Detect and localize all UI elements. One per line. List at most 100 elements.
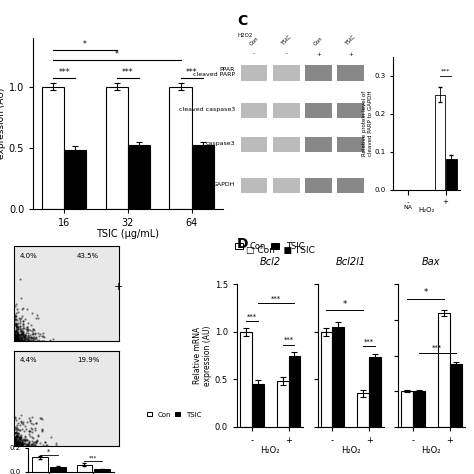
Point xyxy=(11,435,19,442)
Point xyxy=(12,439,20,447)
Point xyxy=(18,334,26,342)
Point xyxy=(17,324,24,332)
Point xyxy=(11,436,19,444)
Point xyxy=(19,333,27,340)
Point xyxy=(18,431,25,438)
Point xyxy=(24,332,32,339)
Point xyxy=(23,323,30,331)
Point xyxy=(42,441,50,449)
Point xyxy=(16,440,24,447)
Point xyxy=(13,332,21,339)
Point xyxy=(17,433,25,441)
Text: caspase3: caspase3 xyxy=(206,141,235,146)
Bar xyxy=(170,87,192,209)
Point xyxy=(23,323,30,330)
Point xyxy=(17,334,25,341)
Point xyxy=(13,427,20,434)
Point xyxy=(21,432,28,439)
Point xyxy=(29,336,37,344)
Point xyxy=(38,337,46,345)
Point xyxy=(13,435,20,442)
Point xyxy=(10,428,18,436)
Point xyxy=(11,336,18,344)
Point xyxy=(18,441,26,449)
Point xyxy=(19,332,27,339)
Point xyxy=(13,431,21,439)
Point xyxy=(11,438,18,446)
Point xyxy=(13,441,20,448)
Point xyxy=(11,440,18,448)
Point xyxy=(25,441,33,449)
Text: C: C xyxy=(237,14,247,28)
Point xyxy=(23,337,30,344)
X-axis label: H₂O₂: H₂O₂ xyxy=(260,446,280,455)
Point xyxy=(10,440,18,447)
Point xyxy=(30,335,38,342)
Point xyxy=(21,436,29,444)
Point xyxy=(13,337,21,345)
Point xyxy=(11,315,18,323)
Point xyxy=(15,337,23,344)
Point xyxy=(20,436,28,444)
Point xyxy=(18,329,26,337)
Point xyxy=(38,425,46,433)
Point xyxy=(11,440,19,448)
Point xyxy=(31,426,38,434)
Point xyxy=(11,438,18,446)
Point xyxy=(14,441,22,449)
Point xyxy=(11,441,18,449)
Point xyxy=(13,316,21,324)
Point xyxy=(18,337,26,345)
Point xyxy=(13,305,20,312)
Text: 4.4%: 4.4% xyxy=(19,357,37,363)
Point xyxy=(10,437,18,445)
Point xyxy=(21,439,29,447)
Point xyxy=(12,423,19,431)
Point xyxy=(14,334,22,342)
Point xyxy=(17,322,24,330)
Point xyxy=(11,337,19,345)
Point xyxy=(15,336,23,344)
Point xyxy=(18,438,26,446)
Bar xyxy=(337,137,364,152)
Point xyxy=(13,337,20,345)
Point xyxy=(12,337,19,344)
Point xyxy=(11,413,18,421)
Point xyxy=(24,326,32,334)
Point xyxy=(15,335,22,343)
Point xyxy=(13,441,20,449)
Point xyxy=(12,335,19,342)
Bar xyxy=(337,103,364,118)
Point xyxy=(11,320,19,328)
Point xyxy=(22,436,29,443)
Bar xyxy=(435,95,445,190)
Point xyxy=(15,436,22,443)
Text: *: * xyxy=(115,50,119,59)
Point xyxy=(29,333,36,340)
Bar xyxy=(305,65,332,81)
Text: ***: *** xyxy=(283,337,293,343)
Point xyxy=(18,419,25,426)
Point xyxy=(29,439,37,447)
Point xyxy=(11,332,19,339)
Bar xyxy=(241,137,267,152)
Point xyxy=(15,331,23,339)
Point xyxy=(18,330,26,337)
Point xyxy=(10,311,18,319)
Bar xyxy=(192,145,214,209)
Point xyxy=(40,337,48,345)
Point xyxy=(34,311,41,319)
Point xyxy=(13,334,20,341)
Bar xyxy=(42,87,64,209)
Point xyxy=(28,426,36,433)
Text: ***: *** xyxy=(247,313,257,319)
Point xyxy=(11,423,18,431)
Point xyxy=(15,439,22,447)
Point xyxy=(18,418,25,425)
Point xyxy=(13,335,21,342)
Point xyxy=(13,319,20,327)
Point xyxy=(11,337,18,344)
Point xyxy=(20,435,28,443)
Bar xyxy=(337,178,364,193)
Point xyxy=(16,434,24,441)
